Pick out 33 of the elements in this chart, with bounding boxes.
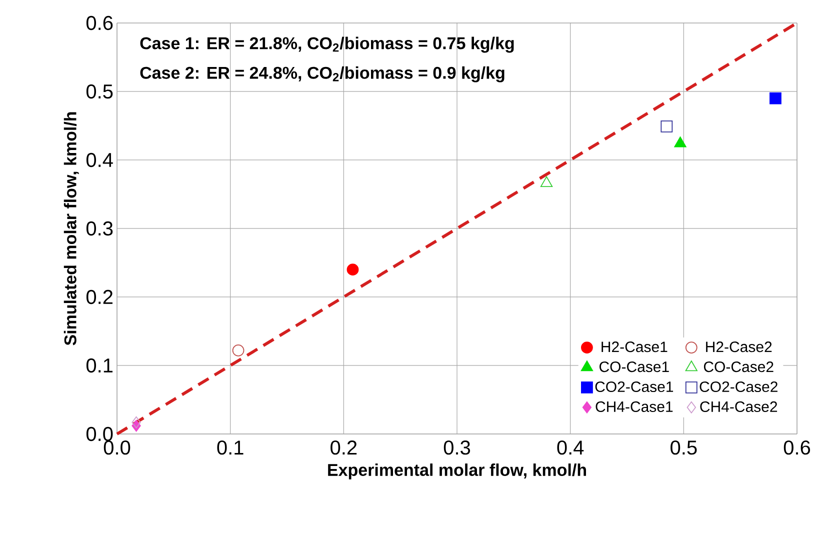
point	[346, 264, 359, 276]
annotation: Case 2: ER = 24.8%, CO$_{2}$/biomass = 0.9 kg/kg	[140, 66, 504, 82]
legend-label: CO-Case2	[704, 361, 774, 372]
x-tick-label: 0.4	[557, 440, 584, 455]
y-tick-label: 0.5	[86, 84, 113, 99]
x-tick-label: 0.0	[104, 440, 130, 455]
y-tick-label: 0.6	[86, 16, 113, 30]
x-tick-label: 0.6	[784, 440, 810, 455]
legend-label: H2-Case1	[602, 342, 668, 352]
point	[660, 120, 673, 132]
legend-label: CO2-Case1	[595, 381, 674, 392]
legend-label: CH4-Case2	[700, 401, 778, 412]
point	[770, 92, 782, 104]
point	[674, 136, 686, 148]
y-axis-title: Simulated molar flow, kmol/h	[64, 112, 79, 346]
y-tick-label: 0.2	[86, 290, 112, 304]
y-tick-label: 0.1	[86, 358, 113, 373]
y-tick-label: 0.0	[86, 426, 113, 442]
legend-label: CO2-Case2	[700, 381, 778, 392]
y-tick-label: 0.4	[86, 152, 113, 168]
point	[540, 176, 553, 187]
point	[232, 344, 244, 356]
x-tick-label: 0.2	[330, 440, 357, 455]
legend-label: H2-Case2	[706, 342, 772, 352]
legend-label: CH4-Case1	[596, 401, 673, 412]
point	[132, 416, 141, 428]
annotation: Case 1: ER = 21.8%, CO$_{2}$/biomass = 0.75 kg/kg	[140, 36, 514, 53]
x-tick-label: 0.1	[217, 440, 244, 455]
legend-label: CO-Case1	[600, 361, 669, 372]
y-tick-label: 0.3	[86, 221, 113, 236]
x-tick-label: 0.5	[670, 440, 697, 455]
x-axis-title: Experimental molar flow, kmol/h	[328, 464, 586, 480]
x-tick-label: 0.3	[444, 440, 470, 455]
